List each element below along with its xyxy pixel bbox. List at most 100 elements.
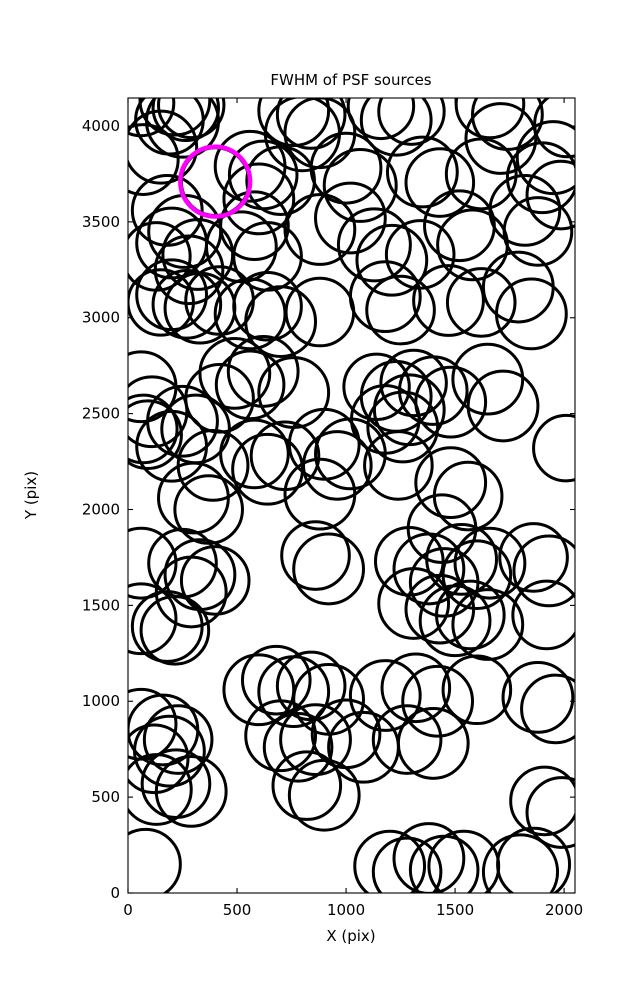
psf-source-circle [515,120,575,196]
y-tick-label: 2000 [82,500,120,518]
psf-source-circle [222,162,296,236]
psf-source-circle [414,365,488,439]
series-psf-sources [128,98,575,893]
psf-source-circle [271,750,343,821]
psf-source-circle [488,173,562,247]
psf-source-circle [366,390,440,464]
psf-source-circle [128,526,178,600]
psf-source-circle [520,673,575,745]
psf-source-circle [435,579,506,651]
psf-source-circle [309,131,383,205]
psf-source-circle [348,659,422,732]
psf-source-circle [128,268,195,337]
psf-source-circle [139,595,211,666]
psf-source-circle [314,181,387,255]
psf-source-circle [314,417,387,491]
psf-source-circle [135,409,208,483]
psf-source-circle [279,703,352,776]
psf-source-circle [257,98,331,148]
axes-frame [127,97,576,894]
x-axis-label: X (pix) [326,927,375,945]
psf-source-circle [444,137,518,211]
x-tick-label: 0 [123,901,133,919]
psf-source-circle [232,270,303,342]
psf-source-circle [157,98,226,140]
psf-source-circle [128,98,176,138]
psf-source-circle [371,704,443,775]
series-highlighted-source [178,144,253,219]
psf-source-circle [128,399,183,471]
psf-source-circle [336,207,412,283]
psf-source-circle [157,461,230,535]
psf-source-circle [287,407,361,481]
psf-source-circle [404,147,476,218]
psf-source-circle [501,661,575,734]
psf-source-circle [348,260,422,334]
page-title: FWHM of PSF sources [270,71,431,89]
psf-source-circle [302,430,373,501]
psf-source-circle [145,98,220,159]
psf-source-circle [451,342,525,416]
psf-source-circle [128,723,190,795]
psf-source-circle [412,264,485,337]
psf-source-circle [128,109,199,185]
x-tick-label: 2000 [545,901,583,919]
psf-source-circle [377,567,451,640]
psf-source-circle [371,836,443,893]
psf-source-circle [379,348,448,418]
psf-source-circle [525,159,575,231]
y-tick-label: 0 [110,884,120,902]
axes-spines [127,97,576,894]
data-markers-layer [128,98,575,893]
psf-source-circle [380,652,452,724]
psf-source-circle [533,98,575,159]
psf-source-circle [128,827,182,893]
psf-source-circle [397,355,469,426]
psf-source-circle [441,654,513,726]
psf-source-circle [377,98,446,146]
psf-source-circle [355,223,429,297]
y-tick-label: 4000 [82,117,120,135]
psf-source-circle [287,758,361,832]
psf-source-circle [464,102,538,175]
psf-source-circle [392,822,466,893]
x-axis-ticks: 0 500 1000 1500 2000 [123,98,583,919]
psf-source-circle [204,210,278,284]
psf-source-circle [401,664,475,738]
psf-source-circle [283,98,357,170]
y-tick-label: 3000 [82,309,120,327]
psf-source-circle [154,754,228,828]
psf-source-circle [453,526,527,600]
y-tick-label: 2500 [82,405,120,423]
psf-source-circle [130,590,204,663]
psf-source-circle [509,765,575,837]
psf-source-circle [396,707,470,780]
psf-source-circle [414,446,488,520]
psf-source-circle [213,129,287,203]
psf-source-circle [363,430,434,501]
psf-source-circle [140,748,212,819]
psf-source-circle [128,123,180,196]
psf-source-circle [142,704,214,775]
x-tick-label: 1500 [436,901,474,919]
psf-source-circle [496,826,572,893]
y-tick-label: 1000 [82,692,120,710]
psf-source-circle [214,349,286,421]
psf-source-circle [283,457,357,531]
psf-source-circle [498,522,569,593]
psf-source-circle [525,776,575,849]
psf-source-circle [262,711,334,783]
psf-source-circle [219,190,290,262]
psf-source-circle [445,267,517,338]
psf-source-circle [481,833,560,893]
psf-source-circle [511,579,575,651]
psf-source-circle [512,534,575,608]
psf-source-circle [244,699,318,773]
psf-source-circle [365,274,436,346]
psf-source-circle [219,418,290,490]
y-tick-label: 500 [91,788,120,806]
psf-source-circle [138,98,212,137]
psf-source-circle [392,532,466,606]
